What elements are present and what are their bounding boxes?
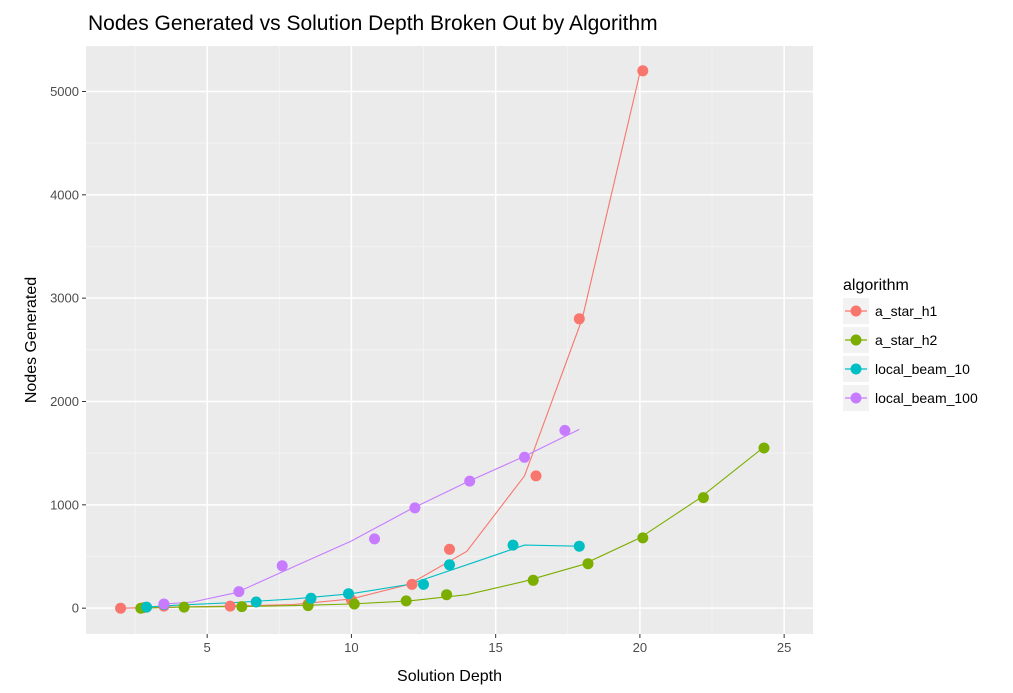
chart-title: Nodes Generated vs Solution Depth Broken… <box>88 12 658 35</box>
data-point-a_star_h2 <box>236 601 248 613</box>
series-line-local_beam_100 <box>163 428 580 605</box>
data-point-a_star_h2 <box>697 492 709 504</box>
data-point-a_star_h2 <box>441 589 453 601</box>
data-point-a_star_h1 <box>406 578 418 590</box>
x-tick-label: 10 <box>344 640 358 655</box>
legend-key-point <box>850 363 862 375</box>
data-point-local_beam_10 <box>343 588 354 600</box>
x-tick-label: 20 <box>633 640 647 655</box>
data-point-a_star_h1 <box>444 543 455 555</box>
data-point-local_beam_10 <box>250 596 262 608</box>
data-point-local_beam_100 <box>158 598 170 610</box>
y-tick-label: 4000 <box>50 187 79 202</box>
x-tick-label: 25 <box>777 640 791 655</box>
y-tick-label: 0 <box>72 601 79 616</box>
y-tick-label: 2000 <box>50 394 79 409</box>
data-point-local_beam_100 <box>233 586 245 598</box>
data-point-a_star_h1 <box>530 470 542 482</box>
legend: algorithm a_star_h1 a_star_h2 local_beam_1… <box>843 277 978 411</box>
data-point-local_beam_100 <box>519 451 530 463</box>
data-point-a_star_h2 <box>348 598 360 610</box>
legend-key-point <box>850 334 862 346</box>
y-tick-label: 3000 <box>50 291 79 306</box>
data-point-local_beam_100 <box>369 533 380 545</box>
data-point-local_beam_100 <box>464 475 476 487</box>
y-axis: 0 1000 2000 3000 4000 5000 <box>50 84 86 616</box>
legend-key-point <box>850 305 862 317</box>
data-point-local_beam_10 <box>573 540 585 552</box>
data-point-a_star_h1 <box>115 602 127 614</box>
y-axis-label: Nodes Generated <box>23 277 40 403</box>
data-point-a_star_h2 <box>758 442 770 454</box>
x-tick-label: 5 <box>204 640 211 655</box>
data-point-local_beam_10 <box>305 592 317 604</box>
legend-key-point <box>850 392 862 404</box>
legend-label: a_star_h1 <box>875 303 937 319</box>
legend-label: local_beam_10 <box>875 361 970 377</box>
legend-items: a_star_h1 a_star_h2 local_beam_10 local_bea… <box>843 298 978 411</box>
legend-label: a_star_h2 <box>875 332 937 348</box>
data-point-a_star_h1 <box>573 313 585 325</box>
data-point-local_beam_10 <box>141 601 153 613</box>
data-point-a_star_h2 <box>582 558 594 570</box>
data-point-a_star_h2 <box>400 595 412 607</box>
data-point-local_beam_100 <box>409 502 421 514</box>
legend-label: local_beam_100 <box>875 390 978 406</box>
legend-title: algorithm <box>843 277 909 294</box>
data-point-a_star_h2 <box>637 532 649 544</box>
data-point-local_beam_10 <box>507 539 519 551</box>
y-tick-label: 5000 <box>50 84 79 99</box>
data-point-local_beam_10 <box>444 559 455 571</box>
y-tick-label: 1000 <box>50 497 79 512</box>
grid-major <box>86 46 813 634</box>
data-point-a_star_h1 <box>637 65 649 77</box>
series-points <box>115 65 770 614</box>
x-axis-label: Solution Depth <box>397 668 502 685</box>
data-point-local_beam_100 <box>276 560 288 572</box>
x-axis: 5 10 15 20 25 <box>204 634 791 655</box>
data-point-a_star_h1 <box>224 600 236 612</box>
data-point-local_beam_10 <box>418 578 429 590</box>
data-point-local_beam_100 <box>559 424 571 436</box>
data-point-a_star_h2 <box>178 601 190 613</box>
data-point-a_star_h2 <box>527 574 539 586</box>
x-tick-label: 15 <box>488 640 502 655</box>
